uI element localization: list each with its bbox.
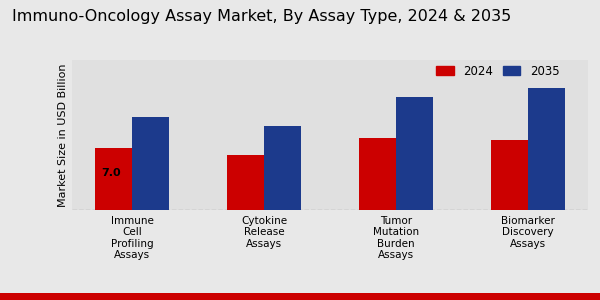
Bar xyxy=(95,148,133,210)
Bar xyxy=(396,97,433,210)
Bar xyxy=(527,88,565,210)
Bar xyxy=(264,126,301,210)
Bar xyxy=(133,117,169,210)
Y-axis label: Market Size in USD Billion: Market Size in USD Billion xyxy=(58,63,68,207)
Bar xyxy=(359,138,396,210)
Text: Immuno-Oncology Assay Market, By Assay Type, 2024 & 2035: Immuno-Oncology Assay Market, By Assay T… xyxy=(12,9,511,24)
Bar xyxy=(227,155,264,210)
Legend: 2024, 2035: 2024, 2035 xyxy=(431,60,564,82)
Bar xyxy=(491,140,527,210)
Text: 7.0: 7.0 xyxy=(101,168,121,178)
